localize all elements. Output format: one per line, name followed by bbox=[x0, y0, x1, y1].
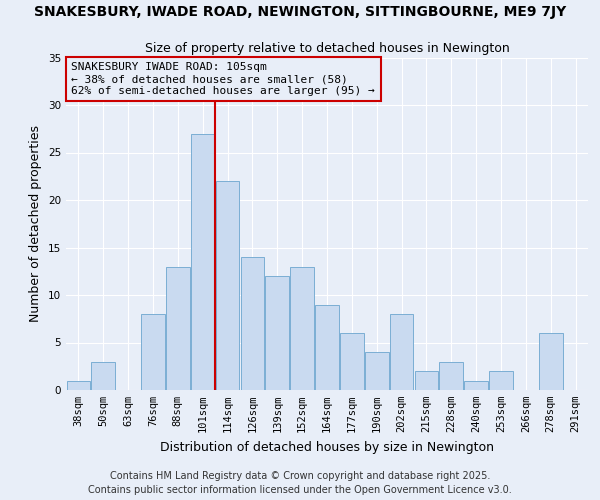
Text: SNAKESBURY, IWADE ROAD, NEWINGTON, SITTINGBOURNE, ME9 7JY: SNAKESBURY, IWADE ROAD, NEWINGTON, SITTI… bbox=[34, 5, 566, 19]
Bar bbox=[216, 181, 239, 390]
Bar bbox=[166, 266, 190, 390]
X-axis label: Distribution of detached houses by size in Newington: Distribution of detached houses by size … bbox=[160, 440, 494, 454]
Bar bbox=[390, 314, 413, 390]
Bar bbox=[315, 304, 339, 390]
Bar bbox=[539, 333, 563, 390]
Text: Contains HM Land Registry data © Crown copyright and database right 2025.
Contai: Contains HM Land Registry data © Crown c… bbox=[88, 471, 512, 495]
Bar bbox=[489, 371, 513, 390]
Bar bbox=[340, 333, 364, 390]
Bar bbox=[91, 362, 115, 390]
Bar bbox=[439, 362, 463, 390]
Bar bbox=[415, 371, 438, 390]
Title: Size of property relative to detached houses in Newington: Size of property relative to detached ho… bbox=[145, 42, 509, 55]
Bar bbox=[365, 352, 389, 390]
Bar bbox=[241, 257, 264, 390]
Bar bbox=[290, 266, 314, 390]
Bar bbox=[141, 314, 165, 390]
Bar bbox=[67, 380, 90, 390]
Bar bbox=[464, 380, 488, 390]
Bar bbox=[265, 276, 289, 390]
Bar bbox=[191, 134, 215, 390]
Y-axis label: Number of detached properties: Number of detached properties bbox=[29, 125, 43, 322]
Text: SNAKESBURY IWADE ROAD: 105sqm
← 38% of detached houses are smaller (58)
62% of s: SNAKESBURY IWADE ROAD: 105sqm ← 38% of d… bbox=[71, 62, 375, 96]
